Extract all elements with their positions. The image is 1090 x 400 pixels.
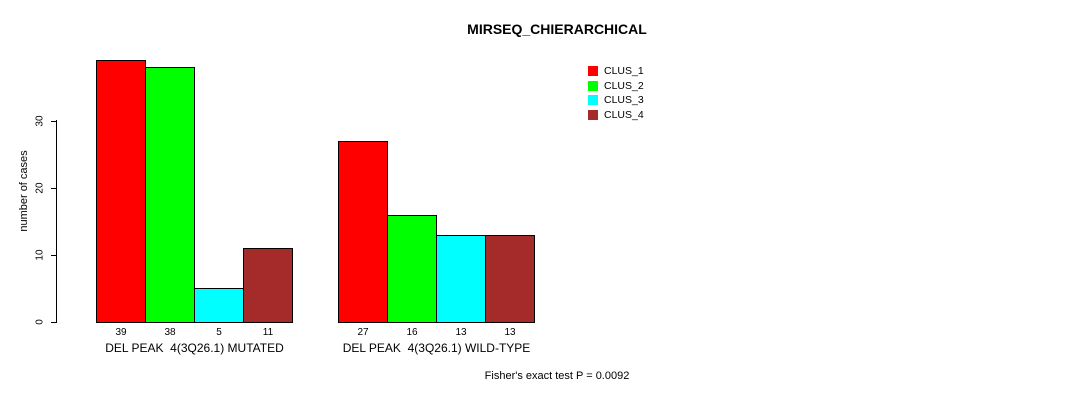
y-tick-mark <box>51 120 56 122</box>
legend-entry: CLUS_2 <box>588 80 644 92</box>
legend-swatch-icon <box>588 95 598 106</box>
legend-entry: CLUS_1 <box>588 65 644 77</box>
legend-label: CLUS_4 <box>604 108 644 121</box>
bar-clus_2 <box>387 215 437 323</box>
y-tick-mark <box>51 254 56 256</box>
legend: CLUS_1 CLUS_2 CLUS_3 CLUS_4 <box>588 65 644 123</box>
legend-entry: CLUS_4 <box>588 109 644 121</box>
y-tick-mark <box>51 187 56 189</box>
bar-clus_3 <box>436 235 486 323</box>
y-tick-label: 0 <box>34 319 46 325</box>
legend-swatch-icon <box>588 80 598 91</box>
legend-swatch-icon <box>588 109 598 120</box>
y-axis-label: number of cases <box>18 150 30 232</box>
chart-title: MIRSEQ_CHIERARCHICAL <box>467 21 647 37</box>
legend-label: CLUS_1 <box>604 65 644 77</box>
y-axis <box>56 120 57 323</box>
bar-value-label: 13 <box>455 327 467 338</box>
bar-clus_4 <box>243 248 293 323</box>
bar-value-label: 5 <box>216 327 222 338</box>
group-label: DEL PEAK 4(3Q26.1) MUTATED <box>105 341 284 355</box>
bar-clus_1 <box>338 141 388 323</box>
y-tick-label: 20 <box>34 182 46 194</box>
bar-clus_1 <box>96 60 146 323</box>
group-label: DEL PEAK 4(3Q26.1) WILD-TYPE <box>342 341 531 355</box>
bar-clus_2 <box>145 67 195 323</box>
bar-value-label: 11 <box>262 327 274 338</box>
bar-clus_3 <box>194 288 244 323</box>
bar-clus_4 <box>485 235 535 323</box>
legend-entry: CLUS_3 <box>588 94 644 106</box>
y-tick-label: 10 <box>34 249 46 261</box>
bar-value-label: 38 <box>164 327 176 338</box>
y-tick-label: 30 <box>34 114 46 127</box>
legend-label: CLUS_2 <box>604 79 644 92</box>
bar-value-label: 27 <box>357 327 369 338</box>
legend-label: CLUS_3 <box>604 94 644 107</box>
bar-value-label: 13 <box>504 327 516 338</box>
bar-value-label: 16 <box>406 327 418 338</box>
bar-value-label: 39 <box>115 327 127 338</box>
legend-swatch-icon <box>588 66 598 76</box>
stat-annotation: Fisher's exact test P = 0.0092 <box>484 370 630 382</box>
y-tick-mark <box>51 322 56 323</box>
